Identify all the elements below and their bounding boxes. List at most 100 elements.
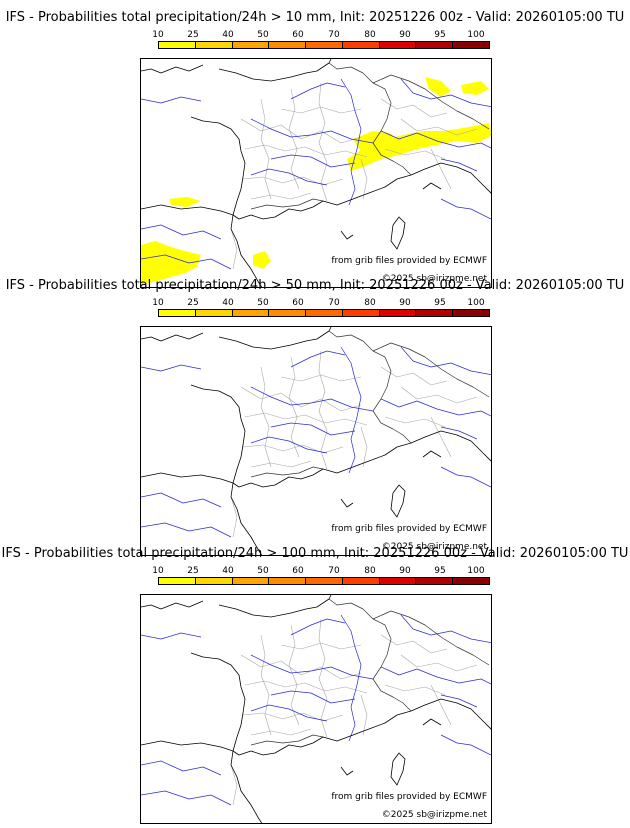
legend-tick: 10 [152,30,164,40]
department-boundary [260,634,272,736]
legend-tick: 25 [187,298,199,308]
precip-zone-northeast [425,77,489,97]
department-boundary [240,654,362,680]
coastline [190,384,491,488]
legend-tick: 90 [399,566,411,576]
legend-swatch [306,310,343,316]
river-line [141,790,232,806]
legend-color-bar [158,309,490,317]
legend-tick: 25 [187,566,199,576]
copyright: ©2025 sb@irizpme.net [381,274,487,284]
legend-swatch [453,310,490,316]
department-boundary [288,88,300,190]
legend-tick: 95 [434,298,446,308]
legend-tick: 50 [257,566,269,576]
coastline [141,472,234,484]
map-canvas [141,59,491,287]
department-boundary [240,386,362,412]
coastline [141,740,234,752]
country-border [372,342,490,398]
legend-swatch [342,310,380,316]
map-panel-10mm: IFS - Probabilities total precipitation/… [0,10,630,288]
river-line [141,522,232,538]
country-border [328,598,412,712]
country-border [372,610,490,666]
department-boundary [250,728,312,736]
department-boundary [280,106,362,114]
department-boundary [244,680,368,694]
river-line [290,350,346,368]
river-line [340,346,362,474]
department-boundary [400,118,478,136]
river-line [270,154,356,168]
department-boundary [250,460,312,468]
department-boundary [430,148,452,190]
coastline [141,600,204,610]
grib-credit: from grib files provided by ECMWF [331,256,487,266]
river-line [440,426,478,440]
legend-swatch [416,578,454,584]
legend-swatch [195,578,233,584]
legend-color-bar [158,41,490,49]
precip-zone-catalonia [253,251,271,269]
coastline [340,766,354,776]
country-border [328,62,412,176]
department-boundary [430,684,452,726]
legend-tick: 80 [364,566,376,576]
legend-tick: 40 [222,30,234,40]
copyright: ©2025 sb@irizpme.net [381,810,487,820]
department-boundary [384,416,446,428]
legend-tick: 50 [257,298,269,308]
grib-credit: from grib files provided by ECMWF [331,792,487,802]
grib-credit: from grib files provided by ECMWF [331,524,487,534]
department-boundary [280,642,362,650]
legend-tick: 50 [257,30,269,40]
legend-tick: 10 [152,298,164,308]
department-boundary [380,98,448,118]
river-line [440,158,478,172]
legend-tick: 70 [328,298,340,308]
department-boundary [400,386,478,404]
river-line [270,422,356,436]
department-boundary [230,496,238,538]
department-boundary [230,228,238,270]
legend-swatch [416,42,454,48]
legend-tick: 60 [292,566,304,576]
department-boundary [288,624,300,726]
legend-swatch [306,42,343,48]
river-line [270,690,356,704]
department-boundary [244,144,368,158]
legend-tick: 95 [434,30,446,40]
department-boundary [360,694,368,736]
river-line [141,254,232,270]
river-line [250,654,374,680]
precipitation-map: from grib files provided by ECMWF ©2025 … [140,58,492,288]
country-border [250,734,324,746]
department-boundary [242,712,344,722]
coastline [390,752,406,786]
precip-zone-iberia-southwest [141,241,201,285]
legend-tick-labels: 10 25 40 50 60 70 80 90 95 100 [152,566,490,576]
department-boundary [318,82,328,202]
department-boundary [230,764,238,806]
legend-swatch [159,578,196,584]
legend-swatch [159,42,196,48]
legend-swatch [269,310,307,316]
legend-tick: 40 [222,298,234,308]
river-line [380,666,491,685]
country-border [250,466,324,478]
legend-swatch [232,310,270,316]
legend-swatch [269,42,307,48]
river-line [440,694,478,708]
department-boundary [400,654,478,672]
legend-tick: 60 [292,298,304,308]
coastline [141,204,234,216]
department-boundary [384,684,446,696]
river-line [380,130,491,149]
legend-swatch [453,42,490,48]
legend-tick: 25 [187,30,199,40]
department-boundary [380,634,448,654]
legend-tick: 70 [328,566,340,576]
legend-tick: 80 [364,298,376,308]
department-boundary [360,158,368,200]
